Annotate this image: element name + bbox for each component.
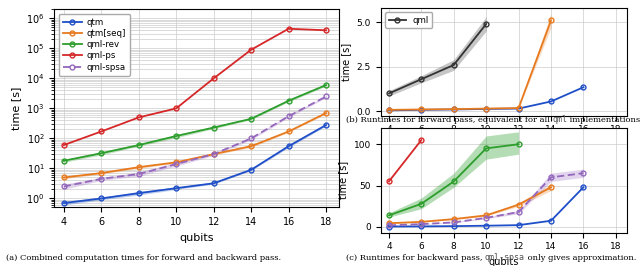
Text: only gives approximation.: only gives approximation. [525,254,636,262]
Text: qml: qml [552,115,567,124]
Line: qtm: qtm [61,123,328,206]
Text: (b) Runtimes for forward pass, equivalent for all: (b) Runtimes for forward pass, equivalen… [346,116,552,124]
qml-ps [60,143,68,147]
qml-spsa [97,177,105,180]
qml-spsa [323,95,330,98]
Line: qml-ps: qml-ps [61,26,328,148]
qtm[seq] [60,176,68,179]
Legend: qtm, qtm[seq], qml-rev, qml-ps, qml-spsa: qtm, qtm[seq], qml-rev, qml-ps, qml-spsa [59,14,130,76]
qml-rev [60,159,68,162]
qtm[seq] [247,145,255,148]
Y-axis label: time [s]: time [s] [341,43,351,81]
qtm[seq] [323,111,330,115]
Line: qml: qml [387,22,488,96]
qml-spsa [60,185,68,188]
qml-ps [210,77,218,80]
qml-ps [247,48,255,51]
qml-spsa [285,115,292,118]
qtm [285,145,292,148]
Text: qml-spsa: qml-spsa [484,253,525,262]
Y-axis label: time [s]: time [s] [11,87,20,130]
qml-spsa [247,137,255,140]
qtm [97,197,105,200]
qml-rev [323,84,330,87]
qml-rev [210,126,218,129]
X-axis label: qubits: qubits [180,233,214,243]
qml-spsa [172,163,180,166]
X-axis label: qubits: qubits [489,140,519,150]
Text: implementations.: implementations. [567,116,640,124]
qtm[seq] [285,130,292,133]
qtm [135,192,143,195]
qml [450,63,458,66]
qml [417,78,425,81]
X-axis label: qubits: qubits [489,257,519,266]
qml-rev [247,117,255,120]
qml-rev [97,152,105,155]
Line: qtm[seq]: qtm[seq] [61,111,328,180]
qml-rev [172,134,180,138]
qml-spsa [135,172,143,176]
qml-rev [285,99,292,102]
qml-spsa [210,152,218,156]
Text: (a) Combined computation times for forward and backward pass.: (a) Combined computation times for forwa… [6,254,282,262]
Y-axis label: time [s]: time [s] [339,161,348,199]
qtm [247,168,255,171]
qtm [210,182,218,185]
Legend: qml: qml [385,12,433,28]
qml [385,92,393,95]
qtm [172,186,180,190]
qtm [323,123,330,127]
qml-ps [323,29,330,32]
qml-ps [172,107,180,110]
qml-ps [135,116,143,119]
qml [483,22,490,26]
qml-rev [135,143,143,147]
qml-ps [285,27,292,30]
Line: qml-spsa: qml-spsa [61,94,328,189]
qtm[seq] [135,166,143,169]
qtm[seq] [97,172,105,175]
qtm[seq] [210,152,218,156]
Text: (c) Runtimes for backward pass,: (c) Runtimes for backward pass, [346,254,484,262]
qtm [60,202,68,205]
qml-ps [97,130,105,133]
Line: qml-rev: qml-rev [61,83,328,163]
qtm[seq] [172,161,180,164]
